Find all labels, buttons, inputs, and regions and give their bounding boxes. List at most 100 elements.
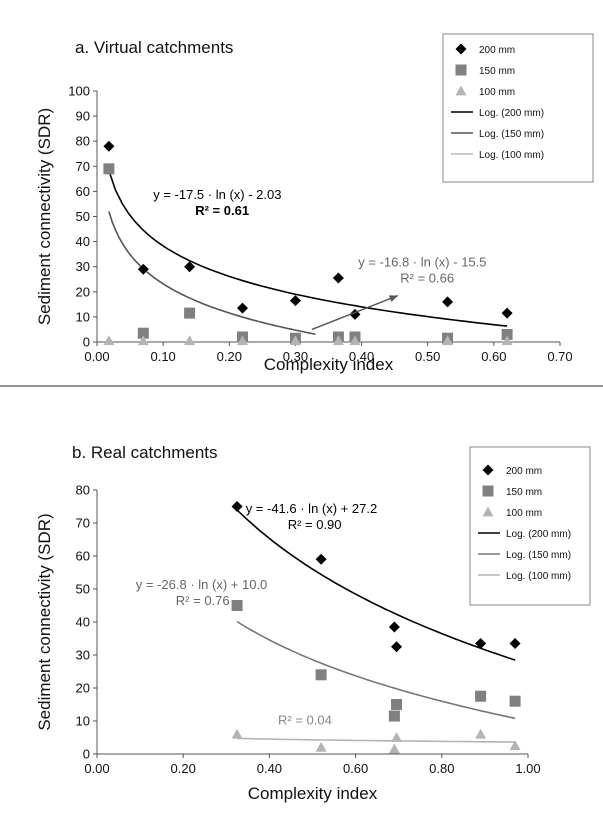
y-tick-label: 60 (76, 549, 90, 564)
y-tick-label: 50 (76, 209, 90, 224)
legend-label: Log. (150 mm) (479, 129, 544, 140)
trendline-2 (236, 620, 516, 720)
data-point-triangle (509, 740, 521, 751)
data-point-diamond (501, 307, 513, 319)
x-tick-label: 1.00 (515, 761, 540, 776)
trendline-1 (236, 509, 516, 661)
data-point-diamond (231, 501, 243, 512)
y-tick-label: 20 (76, 681, 90, 696)
x-axis-title: Complexity index (264, 355, 394, 374)
legend-marker-triangle (455, 85, 467, 96)
legend-marker-square (455, 64, 467, 76)
data-point-diamond (289, 295, 301, 307)
data-point-diamond (509, 637, 521, 649)
x-axis-title: Complexity index (248, 784, 378, 803)
data-point-square (388, 710, 400, 722)
data-point-square (137, 327, 149, 339)
data-point-triangle (388, 743, 400, 754)
data-point-triangle (501, 335, 513, 346)
legend-marker-diamond (455, 43, 467, 55)
y-tick-label: 80 (76, 483, 90, 498)
x-tick-label: 0.80 (429, 761, 454, 776)
equation-label: y = -16.8 · ln (x) - 15.5 (358, 255, 486, 270)
x-tick-label: 0.40 (349, 349, 374, 364)
data-point-triangle (349, 335, 361, 346)
legend-marker-diamond (482, 464, 494, 476)
y-tick-label: 30 (76, 648, 90, 663)
legend-label: 150 mm (479, 66, 515, 77)
panel-b: b. Real catchments 0 10 20 30 40 50 60 70 80 0.00 0… (35, 443, 591, 803)
chart-title: b. Real catchments (72, 443, 218, 462)
y-tick-label: 80 (76, 134, 90, 149)
y-tick-label: 10 (76, 714, 90, 729)
data-point-square (103, 163, 115, 175)
r-squared-label: R² = 0.76 (176, 593, 230, 608)
legend-label: 100 mm (506, 508, 542, 519)
x-tick-label: 0.30 (283, 349, 308, 364)
y-tick-label: 20 (76, 284, 90, 299)
data-point-square (501, 328, 513, 340)
x-tick-label: 0.00 (84, 349, 109, 364)
r-squared-label: R² = 0.61 (195, 203, 249, 218)
data-point-triangle (237, 335, 249, 346)
data-point-diamond (137, 263, 149, 275)
data-point-diamond (332, 272, 344, 284)
x-tick-label: 0.60 (481, 349, 506, 364)
data-point-square (475, 690, 487, 702)
legend-label: 100 mm (479, 87, 515, 98)
data-point-triangle (103, 335, 115, 346)
data-point-diamond (391, 641, 403, 653)
x-tick-label: 0.60 (343, 761, 368, 776)
y-tick-label: 0 (83, 747, 90, 762)
y-tick-label: 70 (76, 159, 90, 174)
y-tick-label: 30 (76, 259, 90, 274)
data-point-triangle (332, 335, 344, 346)
legend-label: Log. (200 mm) (506, 529, 571, 540)
r-squared-label: R² = 0.90 (288, 517, 342, 532)
equation-label: R² = 0.04 (278, 712, 332, 727)
legend-label: Log. (200 mm) (479, 108, 544, 119)
equation-label: y = -26.8 · ln (x) + 10.0 (136, 577, 268, 592)
legend-label: 150 mm (506, 487, 542, 498)
data-point-square (315, 669, 327, 681)
equation-label: y = -17.5 · ln (x) - 2.03 (153, 187, 281, 202)
data-point-diamond (442, 296, 454, 308)
x-tick-label: 0.10 (150, 349, 175, 364)
x-tick-label: 0.20 (217, 349, 242, 364)
legend-label: Log. (100 mm) (506, 571, 571, 582)
y-tick-label: 60 (76, 184, 90, 199)
data-point-triangle (475, 728, 487, 739)
data-point-triangle (184, 335, 196, 346)
data-point-triangle (391, 732, 403, 742)
equation-label: y = -41.6 · ln (x) + 27.2 (246, 501, 378, 516)
y-tick-label: 100 (68, 84, 90, 99)
y-tick-label: 90 (76, 109, 90, 124)
y-tick-label: 40 (76, 615, 90, 630)
data-point-diamond (475, 637, 487, 649)
x-tick-label: 0.50 (415, 349, 440, 364)
y-tick-label: 50 (76, 582, 90, 597)
legend-label: 200 mm (479, 45, 515, 56)
y-tick-label: 40 (76, 234, 90, 249)
legend-label: Log. (100 mm) (479, 150, 544, 161)
legend-label: 200 mm (506, 466, 542, 477)
data-point-diamond (315, 553, 327, 565)
data-point-diamond (237, 302, 249, 314)
y-tick-label: 70 (76, 516, 90, 531)
trendline-2 (108, 211, 316, 335)
trendline-3 (237, 737, 516, 743)
r-squared-label: R² = 0.66 (400, 271, 454, 286)
legend-box (442, 33, 594, 183)
annotation-arrow (311, 294, 399, 331)
legend-label: Log. (150 mm) (506, 550, 571, 561)
data-point-square (391, 699, 403, 710)
y-tick-label: 0 (83, 335, 90, 350)
x-tick-label: 0.70 (547, 349, 572, 364)
data-point-square (184, 307, 196, 319)
trendline-1 (108, 170, 508, 327)
x-tick-label: 0.20 (171, 761, 196, 776)
data-point-diamond (388, 621, 400, 633)
legend-marker-triangle (482, 506, 494, 517)
